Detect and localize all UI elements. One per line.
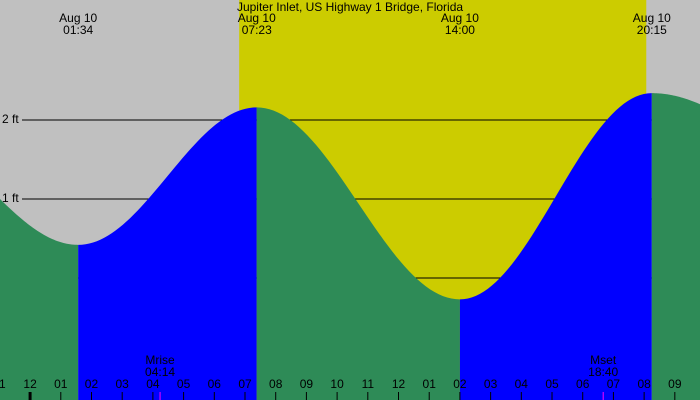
x-tick-label: 07 <box>607 377 621 391</box>
x-tick-label: 01 <box>423 377 437 391</box>
moon-event: Mset <box>590 353 617 367</box>
y-tick-label: 1 ft <box>2 191 19 205</box>
extreme-time: 01:34 <box>63 23 93 37</box>
y-tick-label: 2 ft <box>2 112 19 126</box>
falling-tide-area <box>651 93 700 400</box>
extreme-date: Aug 10 <box>59 11 97 25</box>
x-tick-label: 06 <box>576 377 590 391</box>
extreme-time: 14:00 <box>445 23 475 37</box>
x-tick-label: 03 <box>484 377 498 391</box>
extreme-date: Aug 10 <box>633 11 671 25</box>
x-tick-label: 08 <box>269 377 283 391</box>
x-tick-label: 02 <box>453 377 467 391</box>
x-tick-label: 02 <box>85 377 99 391</box>
x-tick-label: 11 <box>0 377 6 391</box>
extreme-date: Aug 10 <box>441 11 479 25</box>
x-tick-label: 05 <box>545 377 559 391</box>
x-tick-label: 12 <box>392 377 406 391</box>
rising-tide-area <box>78 107 257 400</box>
x-tick-label: 06 <box>208 377 222 391</box>
moon-event: Mrise <box>145 353 175 367</box>
x-tick-label: 09 <box>300 377 314 391</box>
x-tick-label: 04 <box>515 377 529 391</box>
chart-title: Jupiter Inlet, US Highway 1 Bridge, Flor… <box>237 0 463 14</box>
extreme-time: 07:23 <box>242 23 272 37</box>
x-tick-label: 12 <box>23 377 37 391</box>
x-tick-label: 03 <box>116 377 130 391</box>
x-tick-label: 08 <box>637 377 651 391</box>
falling-tide-area <box>256 107 460 400</box>
x-tick-label: 09 <box>668 377 682 391</box>
moon-time: 18:40 <box>588 365 618 379</box>
falling-tide-area <box>0 199 79 400</box>
extreme-time: 20:15 <box>637 23 667 37</box>
x-tick-label: 05 <box>177 377 191 391</box>
x-tick-label: 10 <box>330 377 344 391</box>
rising-tide-area <box>459 93 652 400</box>
x-tick-label: 01 <box>54 377 68 391</box>
extreme-date: Aug 10 <box>238 11 276 25</box>
moon-time: 04:14 <box>145 365 175 379</box>
x-tick-label: 04 <box>146 377 160 391</box>
x-tick-label: 07 <box>238 377 252 391</box>
x-tick-label: 11 <box>362 377 375 391</box>
